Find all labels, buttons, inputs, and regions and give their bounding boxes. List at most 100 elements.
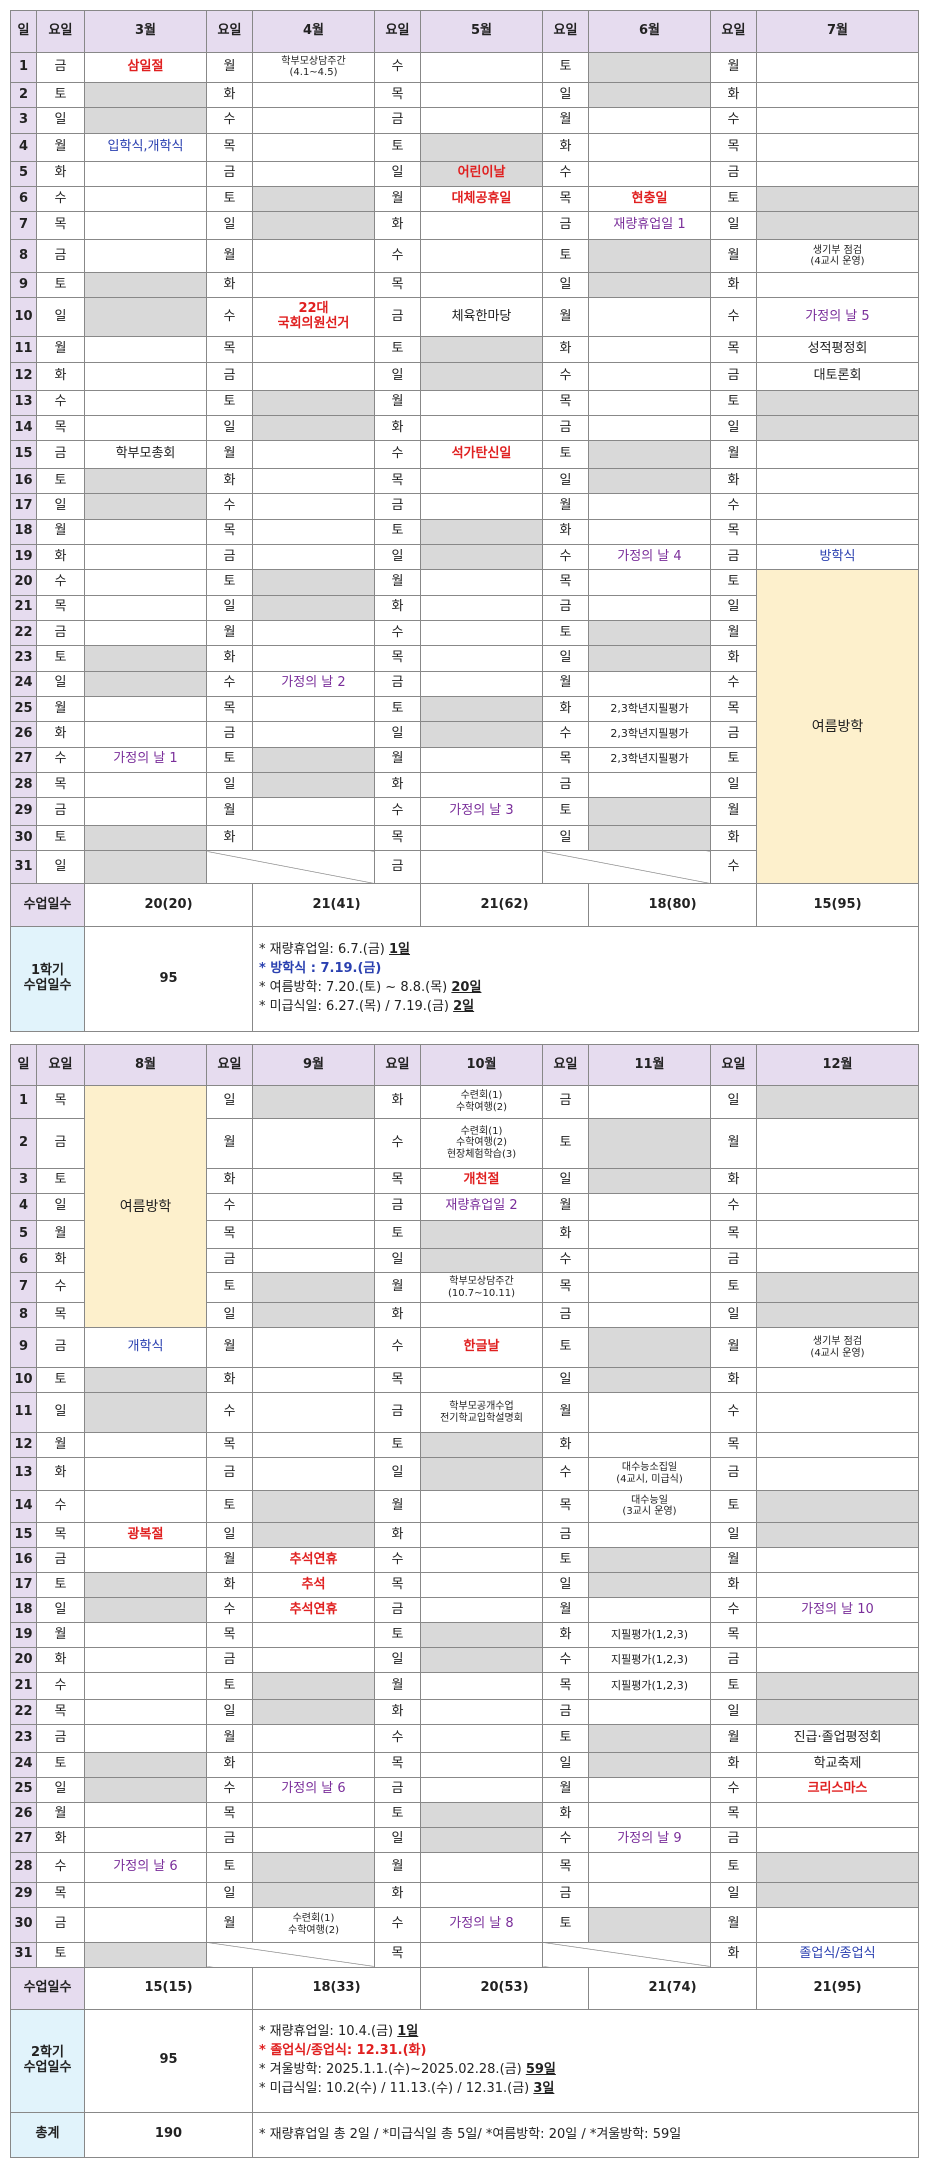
event-cell: 가정의 날 9	[588, 1826, 711, 1853]
weekday-cell: 일	[206, 1085, 253, 1119]
weekday-cell: 목	[206, 1432, 253, 1459]
day-number: 1	[10, 1085, 37, 1119]
weekday-cell: 목	[542, 1272, 589, 1304]
event-cell	[84, 1597, 207, 1624]
day-number: 23	[10, 1724, 37, 1753]
event-cell: 체육한마당	[420, 297, 543, 338]
event-cell: 입학식,개학식	[84, 132, 207, 162]
event-cell	[84, 107, 207, 134]
event-cell	[84, 1367, 207, 1394]
day-number: 7	[10, 1272, 37, 1304]
day-number: 4	[10, 1192, 37, 1222]
event-cell	[252, 1646, 375, 1673]
day-number: 10	[10, 297, 37, 338]
event-cell: 지필평가(1,2,3)	[588, 1646, 711, 1673]
event-cell	[252, 160, 375, 187]
event-cell	[756, 1367, 919, 1394]
blank-day-cell	[542, 1941, 711, 1968]
weekday-cell: 화	[374, 211, 421, 241]
weekday-cell: 화	[206, 1751, 253, 1778]
event-cell	[252, 389, 375, 416]
day-number: 18	[10, 518, 37, 546]
weekday-cell: 화	[36, 721, 85, 748]
note-text: * 겨울방학: 2025.1.1.(수)~2025.02.28.(금)	[259, 2061, 526, 2077]
weekday-cell: 월	[710, 1327, 757, 1369]
weekday-cell: 토	[542, 440, 589, 470]
event-cell	[84, 1941, 207, 1968]
weekday-cell: 금	[374, 1597, 421, 1624]
event-cell	[84, 361, 207, 391]
event-cell	[588, 272, 711, 299]
weekday-cell: 화	[710, 1751, 757, 1778]
weekday-cell: 일	[374, 160, 421, 187]
weekday-cell: 금	[36, 1547, 85, 1574]
event-cell	[588, 771, 711, 799]
event-cell	[588, 297, 711, 338]
calendar-row: 23 금 월 수 토 월 진급·졸업평정회	[10, 1724, 919, 1753]
weekday-cell: 토	[206, 185, 253, 213]
weekday-cell: 일	[206, 211, 253, 241]
day-number: 31	[10, 850, 37, 885]
weekday-cell: 화	[374, 1699, 421, 1726]
header-day: 일	[10, 1043, 37, 1087]
weekday-cell: 목	[206, 695, 253, 723]
event-cell	[252, 1671, 375, 1701]
weekday-cell: 일	[542, 82, 589, 109]
weekday-cell: 목	[206, 1220, 253, 1249]
weekday-cell: 토	[710, 389, 757, 416]
weekday-cell: 화	[710, 1572, 757, 1599]
weekday-cell: 토	[206, 1489, 253, 1524]
event-cell	[84, 1622, 207, 1648]
weekday-cell: 일	[374, 721, 421, 748]
day-number: 31	[10, 1941, 37, 1968]
event-cell	[84, 1671, 207, 1701]
calendar-row: 10 일 수 22대 국회의원선거 금 체육한마당 월 수 가정의 날 5	[10, 297, 919, 338]
note-count: 20일	[451, 980, 482, 996]
weekday-cell: 월	[710, 1117, 757, 1169]
weekday-cell: 화	[542, 336, 589, 363]
event-cell	[588, 1906, 711, 1943]
event-cell	[756, 1272, 919, 1304]
calendar-row: 25 월 목 토 화 2,3학년지필평가 목	[10, 695, 919, 723]
weekday-cell: 금	[710, 1826, 757, 1853]
weekday-cell: 수	[710, 493, 757, 520]
weekday-cell: 월	[710, 239, 757, 274]
event-cell	[420, 1302, 543, 1329]
weekday-cell: 토	[710, 746, 757, 773]
event-cell	[588, 1547, 711, 1574]
weekday-cell: 월	[542, 297, 589, 338]
calendar-row: 18 일 수 추석연휴 금 월 수 가정의 날 10	[10, 1597, 919, 1624]
event-cell	[252, 1751, 375, 1778]
weekday-cell: 토	[374, 518, 421, 546]
weekday-cell: 수	[542, 1826, 589, 1853]
weekday-cell: 화	[710, 825, 757, 852]
calendar-row: 26 월 목 토 화 목	[10, 1801, 919, 1828]
weekday-cell: 일	[206, 1881, 253, 1908]
weekday-cell: 금	[206, 1457, 253, 1491]
weekday-cell: 토	[206, 1851, 253, 1883]
weekday-cell: 일	[710, 1085, 757, 1119]
calendar-row: 26 화 금 일 수 2,3학년지필평가 금	[10, 721, 919, 748]
event-cell	[252, 107, 375, 134]
weekday-cell: 토	[36, 272, 85, 299]
day-number: 29	[10, 797, 37, 827]
note-count: 1일	[389, 942, 411, 958]
event-cell	[756, 1192, 919, 1222]
weekday-cell: 화	[710, 1367, 757, 1394]
weekday-cell: 월	[36, 1622, 85, 1648]
weekday-cell: 화	[36, 1247, 85, 1274]
semester2-calendar-table: 일 요일 8월 요일 9월 요일 10월 요일 11월 요일 12월 1 목 여름방학 일 화 수련회(1) 수학…	[10, 1043, 919, 2159]
calendar-row: 18 월 목 토 화 목	[10, 518, 919, 546]
event-cell	[420, 569, 543, 596]
weekday-cell: 화	[206, 468, 253, 495]
event-cell	[756, 1572, 919, 1599]
event-cell	[84, 721, 207, 748]
calendar-row: 12 월 목 토 화 목	[10, 1432, 919, 1459]
days-total-value: 20(20)	[84, 883, 253, 928]
event-cell	[588, 569, 711, 596]
weekday-cell: 토	[36, 1941, 85, 1968]
event-cell: 2,3학년지필평가	[588, 721, 711, 748]
weekday-cell: 수	[206, 1776, 253, 1803]
weekday-cell: 금	[710, 1457, 757, 1491]
